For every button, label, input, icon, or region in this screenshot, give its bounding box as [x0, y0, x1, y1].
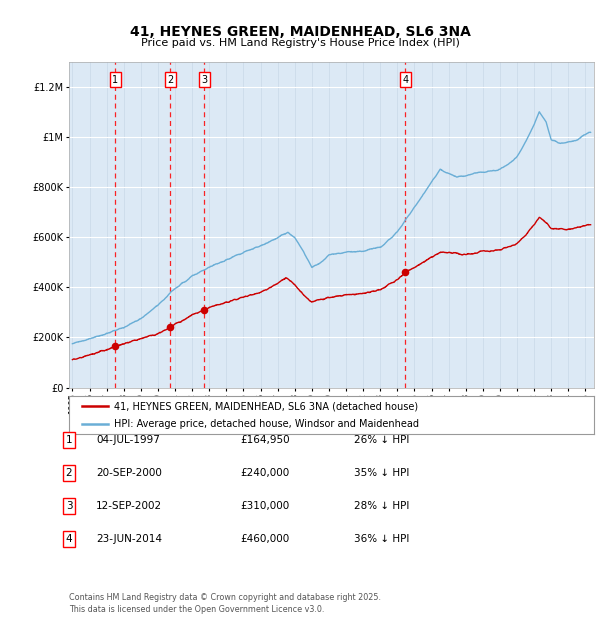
Text: 2: 2 [167, 75, 173, 85]
Text: 41, HEYNES GREEN, MAIDENHEAD, SL6 3NA (detached house): 41, HEYNES GREEN, MAIDENHEAD, SL6 3NA (d… [113, 401, 418, 411]
Text: 36% ↓ HPI: 36% ↓ HPI [354, 534, 409, 544]
Text: 35% ↓ HPI: 35% ↓ HPI [354, 468, 409, 478]
Text: 2: 2 [65, 468, 73, 478]
Text: £310,000: £310,000 [240, 501, 289, 511]
Text: 23-JUN-2014: 23-JUN-2014 [96, 534, 162, 544]
Text: £460,000: £460,000 [240, 534, 289, 544]
Text: £240,000: £240,000 [240, 468, 289, 478]
Text: 4: 4 [403, 75, 409, 85]
Text: Contains HM Land Registry data © Crown copyright and database right 2025.
This d: Contains HM Land Registry data © Crown c… [69, 593, 381, 614]
Text: 41, HEYNES GREEN, MAIDENHEAD, SL6 3NA: 41, HEYNES GREEN, MAIDENHEAD, SL6 3NA [130, 25, 470, 39]
Text: 26% ↓ HPI: 26% ↓ HPI [354, 435, 409, 445]
Text: Price paid vs. HM Land Registry's House Price Index (HPI): Price paid vs. HM Land Registry's House … [140, 38, 460, 48]
Text: 3: 3 [201, 75, 207, 85]
Text: HPI: Average price, detached house, Windsor and Maidenhead: HPI: Average price, detached house, Wind… [113, 419, 419, 430]
Text: 04-JUL-1997: 04-JUL-1997 [96, 435, 160, 445]
Text: £164,950: £164,950 [240, 435, 290, 445]
Text: 20-SEP-2000: 20-SEP-2000 [96, 468, 162, 478]
Text: 4: 4 [65, 534, 73, 544]
Text: 28% ↓ HPI: 28% ↓ HPI [354, 501, 409, 511]
Text: 1: 1 [112, 75, 118, 85]
Text: 12-SEP-2002: 12-SEP-2002 [96, 501, 162, 511]
Text: 1: 1 [65, 435, 73, 445]
Text: 3: 3 [65, 501, 73, 511]
